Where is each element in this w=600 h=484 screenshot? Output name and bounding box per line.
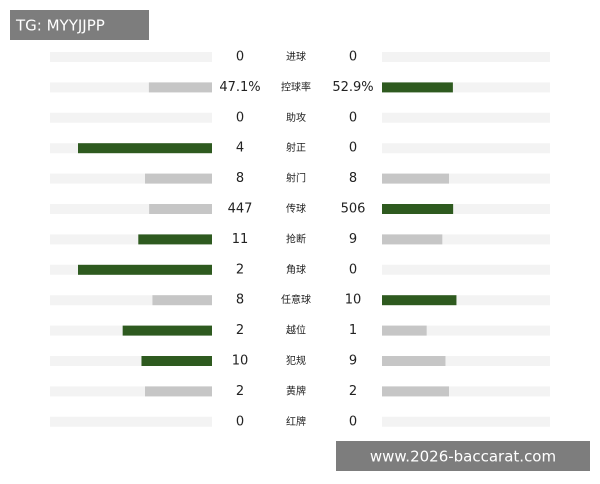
track [382,325,550,336]
stat-label: 越位 [286,324,306,337]
home-bar [149,204,212,214]
stat-label: 黄牌 [286,384,306,397]
home-value: 10 [232,354,249,369]
watermark-text: TG: MYYJJPP [15,17,105,35]
stat-label: 助攻 [286,111,306,124]
away-value: 0 [349,110,357,125]
stat-label: 角球 [286,263,306,276]
watermark-box [10,10,149,40]
track [382,234,550,245]
away-value: 9 [349,354,357,369]
home-value: 0 [236,414,244,429]
track [382,82,550,93]
track [382,143,550,154]
track [50,295,212,306]
stat-label: 抢断 [286,232,306,245]
away-value: 2 [349,384,357,399]
away-value: 52.9% [332,80,373,95]
away-value: 0 [349,414,357,429]
away-value: 10 [345,293,362,308]
watermark-text: www.2026-baccarat.com [370,448,556,466]
track [382,264,550,275]
home-bar [145,386,212,397]
home-bar [152,295,212,306]
track [50,173,212,184]
away-bar [382,234,443,245]
away-value: 9 [349,232,357,247]
home-bar [138,234,212,245]
home-value: 11 [232,232,249,247]
home-bar [141,356,212,366]
watermark-box [336,441,590,471]
stat-label: 犯规 [286,354,306,367]
away-bar [382,325,427,336]
track [50,234,212,245]
track [382,356,550,366]
away-value: 1 [349,323,357,338]
home-value: 2 [236,384,244,399]
track [50,204,212,214]
track [382,295,550,306]
home-bar [78,143,212,154]
track [382,112,550,123]
track [382,173,550,184]
away-bar [382,356,446,366]
away-value: 0 [349,141,357,156]
stat-label: 控球率 [281,80,311,93]
stat-label: 进球 [286,50,306,63]
home-value: 2 [236,262,244,277]
track [50,82,212,93]
home-value: 8 [236,171,244,186]
home-value: 2 [236,323,244,338]
away-bar [382,82,453,93]
track [50,416,212,427]
home-bar [78,264,212,275]
away-bar [382,204,454,214]
away-value: 0 [349,262,357,277]
away-bar [382,173,449,184]
track [382,204,550,214]
track [382,416,550,427]
stat-label: 传球 [286,202,306,215]
stat-label: 任意球 [281,293,311,306]
home-value: 0 [236,110,244,125]
stat-label: 红牌 [286,415,306,428]
stat-label: 射门 [286,172,306,185]
track [50,356,212,366]
track [50,52,212,62]
home-value: 8 [236,293,244,308]
away-value: 8 [349,171,357,186]
track [382,52,550,62]
home-bar [148,82,212,93]
away-value: 0 [349,50,357,65]
home-bar [145,173,212,184]
track [50,112,212,123]
away-bar [382,295,457,306]
away-value: 506 [341,202,366,217]
home-value: 4 [236,141,244,156]
home-value: 47.1% [219,80,260,95]
stat-label: 射正 [286,142,306,154]
home-value: 0 [236,50,244,65]
home-bar [122,325,212,336]
track [382,386,550,397]
home-value: 447 [228,202,253,217]
track [50,386,212,397]
away-bar [382,386,449,397]
